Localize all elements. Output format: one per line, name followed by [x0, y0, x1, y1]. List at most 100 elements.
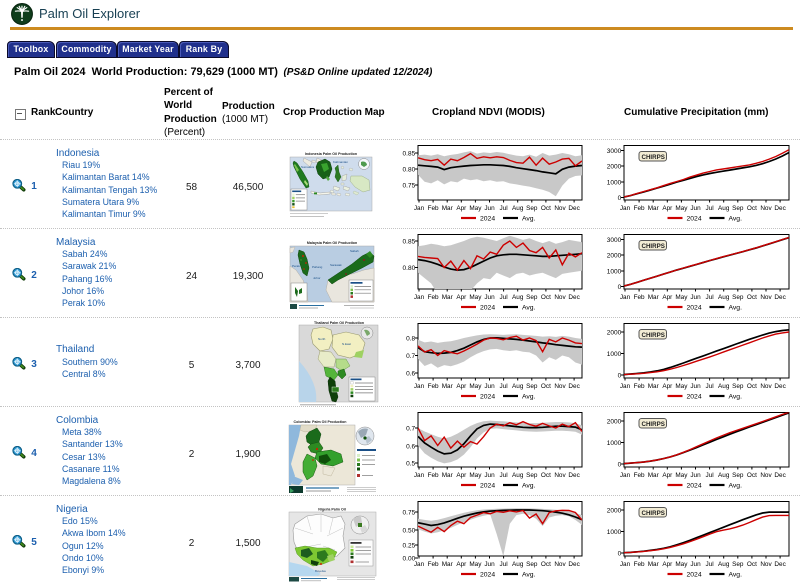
svg-text:May: May [469, 561, 482, 568]
svg-text:Avg.: Avg. [522, 305, 536, 312]
svg-text:3000: 3000 [607, 148, 622, 155]
svg-text:Avg.: Avg. [729, 572, 743, 579]
svg-text:Aug: Aug [718, 472, 730, 479]
svg-text:Jan: Jan [414, 472, 425, 479]
svg-text:Sarawak: Sarawak [330, 263, 342, 267]
svg-text:Feb: Feb [634, 383, 645, 390]
svg-text:Jun: Jun [484, 294, 495, 301]
svg-text:Dec: Dec [774, 561, 786, 568]
svg-text:Jan: Jan [620, 205, 631, 212]
svg-text:0.6: 0.6 [406, 370, 415, 377]
svg-text:0.75: 0.75 [403, 182, 416, 189]
svg-text:Dec: Dec [568, 205, 580, 212]
svg-text:Mar: Mar [442, 472, 454, 479]
svg-text:Mar: Mar [442, 383, 454, 390]
svg-text:Apr: Apr [456, 294, 467, 301]
svg-text:0.6: 0.6 [406, 443, 415, 450]
svg-text:2024: 2024 [480, 305, 495, 312]
svg-text:2000: 2000 [607, 418, 622, 425]
svg-text:Dec: Dec [774, 383, 786, 390]
svg-text:Oct: Oct [747, 205, 757, 212]
svg-text:Jul: Jul [500, 383, 508, 390]
svg-text:Feb: Feb [428, 472, 439, 479]
svg-text:Aug: Aug [512, 294, 524, 301]
svg-text:Mar: Mar [442, 294, 454, 301]
svg-text:Mar: Mar [442, 561, 454, 568]
svg-text:Sep: Sep [732, 294, 744, 301]
svg-text:Nov: Nov [554, 561, 566, 568]
svg-text:Jul: Jul [500, 472, 508, 479]
svg-text:Dec: Dec [774, 294, 786, 301]
svg-text:Jul: Jul [706, 294, 714, 301]
svg-text:2000: 2000 [607, 329, 622, 336]
svg-text:Feb: Feb [428, 383, 439, 390]
svg-text:Feb: Feb [634, 472, 645, 479]
svg-text:Jun: Jun [484, 383, 495, 390]
svg-text:Mar: Mar [442, 205, 454, 212]
svg-text:Apr: Apr [456, 205, 467, 212]
svg-text:0.8: 0.8 [406, 335, 415, 342]
svg-text:Oct: Oct [747, 561, 757, 568]
svg-text:Apr: Apr [662, 205, 673, 212]
svg-text:May: May [469, 294, 482, 301]
svg-text:Avg.: Avg. [729, 216, 743, 223]
svg-text:Apr: Apr [662, 561, 673, 568]
svg-text:2024: 2024 [480, 216, 495, 223]
svg-text:0: 0 [618, 550, 622, 557]
svg-text:Thailand Palm Oil Production: Thailand Palm Oil Production [314, 321, 364, 325]
svg-text:Oct: Oct [541, 294, 551, 301]
svg-text:0.80: 0.80 [403, 265, 416, 272]
svg-text:Dec: Dec [568, 383, 580, 390]
svg-text:Sabah: Sabah [350, 249, 359, 253]
svg-text:Perak: Perak [292, 264, 300, 268]
svg-text:Aug: Aug [718, 205, 730, 212]
svg-text:Sep: Sep [526, 383, 538, 390]
svg-text:Avg.: Avg. [729, 305, 743, 312]
svg-text:Aug: Aug [512, 472, 524, 479]
svg-text:Apr: Apr [456, 561, 467, 568]
svg-text:Jul: Jul [500, 561, 508, 568]
svg-text:Feb: Feb [428, 561, 439, 568]
svg-text:Sep: Sep [526, 205, 538, 212]
svg-text:Mar: Mar [648, 561, 660, 568]
svg-text:Jan: Jan [414, 561, 425, 568]
svg-text:Apr: Apr [456, 472, 467, 479]
svg-text:0.25: 0.25 [403, 542, 416, 549]
svg-text:Jun: Jun [690, 205, 701, 212]
svg-text:1000: 1000 [607, 440, 622, 447]
svg-text:0.85: 0.85 [403, 150, 416, 157]
svg-text:Oct: Oct [747, 294, 757, 301]
svg-text:2024: 2024 [687, 483, 702, 490]
svg-text:Aug: Aug [512, 383, 524, 390]
svg-text:Nov: Nov [760, 205, 772, 212]
svg-text:1000: 1000 [607, 179, 622, 186]
svg-text:0: 0 [618, 372, 622, 379]
svg-text:CHIRPS: CHIRPS [642, 243, 665, 250]
svg-text:Jun: Jun [484, 472, 495, 479]
svg-text:CHIRPS: CHIRPS [642, 332, 665, 339]
svg-text:Aug: Aug [512, 205, 524, 212]
svg-text:3000: 3000 [607, 237, 622, 244]
svg-text:2024: 2024 [687, 394, 702, 401]
svg-text:Jun: Jun [690, 472, 701, 479]
svg-text:2024: 2024 [480, 483, 495, 490]
svg-text:Mar: Mar [648, 383, 660, 390]
svg-text:Dec: Dec [568, 472, 580, 479]
svg-text:Jun: Jun [484, 561, 495, 568]
svg-text:Kalimantan: Kalimantan [333, 160, 348, 164]
svg-text:May: May [675, 383, 688, 390]
svg-text:Bayelsa: Bayelsa [315, 569, 326, 573]
svg-text:CHIRPS: CHIRPS [642, 421, 665, 428]
svg-text:Feb: Feb [428, 205, 439, 212]
svg-text:Feb: Feb [428, 294, 439, 301]
svg-text:Nov: Nov [554, 205, 566, 212]
svg-text:Sep: Sep [526, 294, 538, 301]
svg-text:Pahang: Pahang [312, 265, 323, 269]
svg-text:Mar: Mar [648, 205, 660, 212]
svg-text:0.50: 0.50 [403, 527, 416, 534]
svg-text:1000: 1000 [607, 529, 622, 536]
svg-text:Sep: Sep [526, 472, 538, 479]
svg-text:2024: 2024 [687, 216, 702, 223]
svg-text:Sep: Sep [732, 561, 744, 568]
svg-text:2024: 2024 [687, 572, 702, 579]
